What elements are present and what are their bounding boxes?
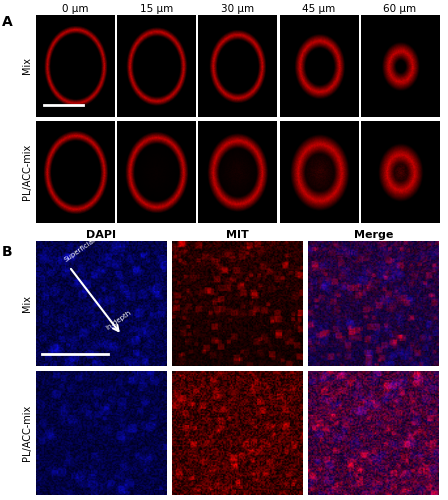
Title: Merge: Merge bbox=[354, 230, 393, 240]
Y-axis label: Mix: Mix bbox=[22, 58, 32, 74]
Y-axis label: Mix: Mix bbox=[22, 295, 32, 312]
Title: 45 μm: 45 μm bbox=[302, 4, 336, 14]
Title: DAPI: DAPI bbox=[86, 230, 116, 240]
Text: In-depth: In-depth bbox=[104, 310, 132, 332]
Title: 60 μm: 60 μm bbox=[383, 4, 417, 14]
Title: MIT: MIT bbox=[226, 230, 249, 240]
Text: A: A bbox=[2, 15, 13, 29]
Y-axis label: PL/ACC-mix: PL/ACC-mix bbox=[22, 144, 32, 200]
Title: 30 μm: 30 μm bbox=[221, 4, 254, 14]
Text: B: B bbox=[2, 245, 13, 259]
Title: 15 μm: 15 μm bbox=[139, 4, 173, 14]
Title: 0 μm: 0 μm bbox=[62, 4, 88, 14]
Y-axis label: PL/ACC-mix: PL/ACC-mix bbox=[22, 404, 32, 461]
Text: Superficial: Superficial bbox=[63, 237, 96, 263]
